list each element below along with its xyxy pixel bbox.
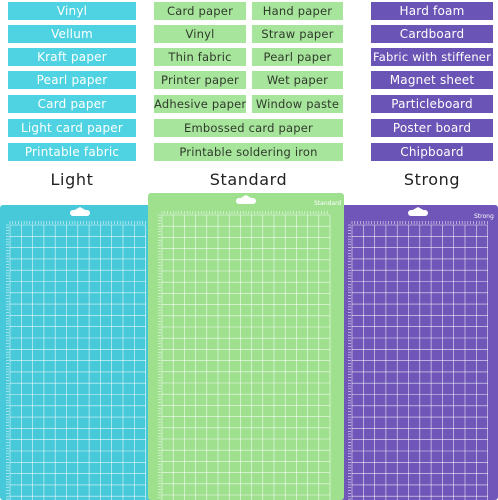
standard-caption: Standard xyxy=(209,170,288,189)
standard-item-embossed-card-paper: Embossed card paper xyxy=(154,119,343,137)
standard-item-pearl-paper: Pearl paper xyxy=(252,48,343,66)
strong-caption: Strong xyxy=(403,170,461,189)
mat-body xyxy=(338,205,498,500)
light-mat-grid xyxy=(0,205,160,500)
light-item-printable-fabric: Printable fabric xyxy=(8,143,136,161)
light-mat xyxy=(0,205,160,500)
strong-item-particleboard: Particleboard xyxy=(371,95,493,113)
hanging-hole-top xyxy=(71,207,89,212)
strong-item-magnet-sheet: Magnet sheet xyxy=(371,71,493,89)
standard-item-printable-soldering-iron: Printable soldering iron xyxy=(154,143,343,161)
strong-item-poster-board: Poster board xyxy=(371,119,493,137)
standard-item-hand-paper: Hand paper xyxy=(252,2,343,20)
strong-item-chipboard: Chipboard xyxy=(371,143,493,161)
strong-item-cardboard: Cardboard xyxy=(371,25,493,43)
light-item-pearl-paper: Pearl paper xyxy=(8,71,136,89)
strong-mat-grid xyxy=(338,205,498,500)
standard-mat-grid xyxy=(148,193,344,500)
standard-item-window-paste: Window paste xyxy=(252,95,343,113)
light-item-card-paper: Card paper xyxy=(8,95,136,113)
strong-item-hard-foam: Hard foam xyxy=(371,2,493,20)
standard-mat: Standard xyxy=(148,193,344,500)
standard-item-straw-paper: Straw paper xyxy=(252,25,343,43)
light-item-vinyl: Vinyl xyxy=(8,2,136,20)
strong-mat: Strong xyxy=(338,205,498,500)
standard-item-thin-fabric: Thin fabric xyxy=(154,48,246,66)
mat-body xyxy=(148,193,344,500)
hanging-hole-top xyxy=(409,207,427,212)
standard-item-wet-paper: Wet paper xyxy=(252,71,343,89)
light-item-vellum: Vellum xyxy=(8,25,136,43)
strong-item-fabric-with-stiffener: Fabric with stiffener xyxy=(371,48,493,66)
light-item-light-card-paper: Light card paper xyxy=(8,119,136,137)
hanging-hole-top xyxy=(237,195,255,200)
standard-item-card-paper: Card paper xyxy=(154,2,246,20)
light-caption: Light xyxy=(50,170,94,189)
standard-item-adhesive-paper: Adhesive paper xyxy=(154,95,246,113)
strong-mat-label: Strong xyxy=(474,213,494,220)
standard-item-printer-paper: Printer paper xyxy=(154,71,246,89)
light-item-kraft-paper: Kraft paper xyxy=(8,48,136,66)
standard-item-vinyl: Vinyl xyxy=(154,25,246,43)
standard-mat-label: Standard xyxy=(314,200,342,207)
mat-body xyxy=(0,205,160,500)
